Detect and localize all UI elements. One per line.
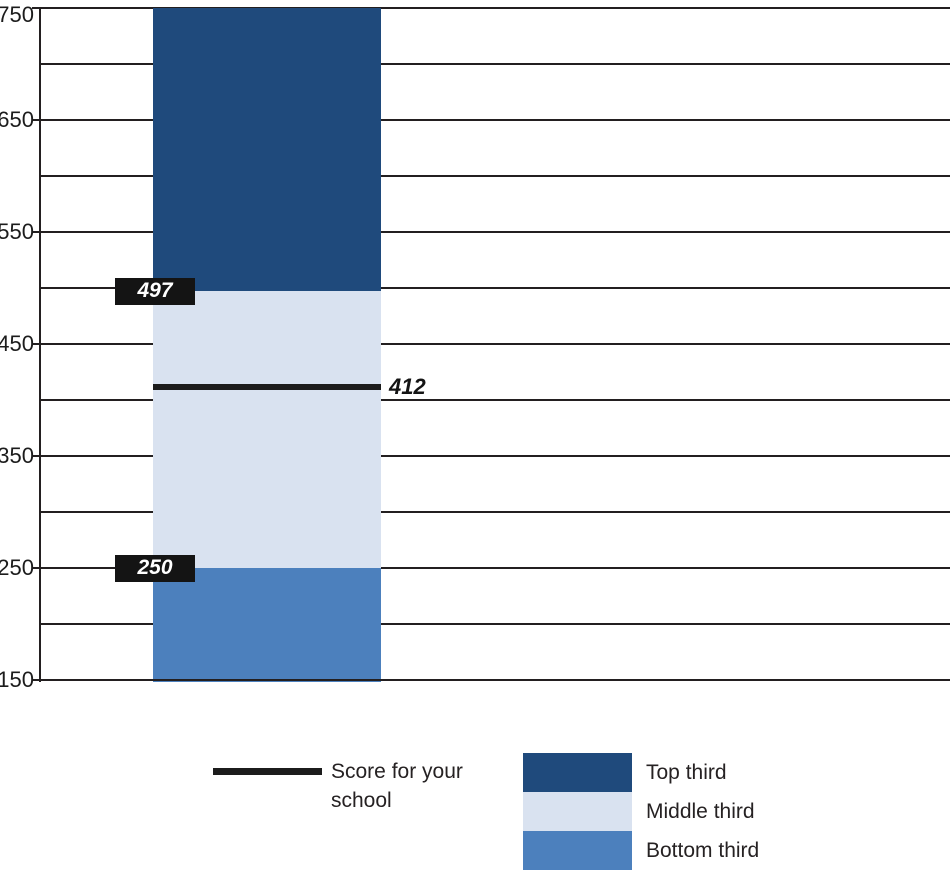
legend-label-top-third: Top third bbox=[646, 760, 727, 784]
legend-swatch-bottom-third bbox=[523, 831, 632, 870]
y-axis-tick-250 bbox=[32, 567, 40, 569]
legend-label-bottom-third: Bottom third bbox=[646, 838, 760, 862]
y-axis-tick-550 bbox=[32, 231, 40, 233]
legend-label-middle-third: Middle third bbox=[646, 799, 755, 823]
boundary-label-497: 497 bbox=[115, 277, 195, 305]
gridline-400 bbox=[40, 399, 950, 401]
bar-segment-top-third bbox=[153, 8, 381, 292]
score-line bbox=[153, 383, 381, 390]
gridline-550 bbox=[40, 231, 950, 233]
y-axis-tick-650 bbox=[32, 119, 40, 121]
y-axis-label-750: 750 bbox=[0, 2, 34, 27]
gridline-200 bbox=[40, 623, 950, 625]
gridline-500 bbox=[40, 287, 950, 289]
legend-score-line-swatch bbox=[213, 768, 322, 775]
gridline-650 bbox=[40, 119, 950, 121]
y-axis-label-450: 450 bbox=[0, 331, 34, 356]
y-axis-label-150: 150 bbox=[0, 667, 34, 692]
bar-segment-middle-third bbox=[153, 291, 381, 568]
y-axis-label-550: 550 bbox=[0, 219, 34, 244]
y-axis-line bbox=[39, 8, 41, 682]
legend-swatch-top-third bbox=[523, 753, 632, 792]
gridline-300 bbox=[40, 511, 950, 513]
y-axis-tick-350 bbox=[32, 455, 40, 457]
gridline-700 bbox=[40, 63, 950, 65]
y-axis-tick-450 bbox=[32, 343, 40, 345]
y-axis-tick-150 bbox=[32, 679, 40, 681]
x-axis-baseline bbox=[40, 679, 950, 681]
legend-item-top-third: Top third bbox=[523, 753, 727, 792]
y-axis-label-350: 350 bbox=[0, 443, 34, 468]
score-value-label: 412 bbox=[389, 373, 426, 399]
boundary-label-250: 250 bbox=[115, 554, 195, 582]
gridline-250 bbox=[40, 567, 950, 569]
gridline-750 bbox=[40, 7, 950, 9]
legend-item-middle-third: Middle third bbox=[523, 792, 755, 831]
legend-swatch-middle-third bbox=[523, 792, 632, 831]
y-axis-label-250: 250 bbox=[0, 555, 34, 580]
gridline-450 bbox=[40, 343, 950, 345]
y-axis-tick-750 bbox=[32, 7, 40, 9]
legend-score-label: Score for your school bbox=[331, 760, 463, 812]
bar-segment-bottom-third bbox=[153, 568, 381, 682]
legend-item-bottom-third: Bottom third bbox=[523, 831, 759, 870]
gridline-350 bbox=[40, 455, 950, 457]
y-axis-label-650: 650 bbox=[0, 107, 34, 132]
gridline-600 bbox=[40, 175, 950, 177]
